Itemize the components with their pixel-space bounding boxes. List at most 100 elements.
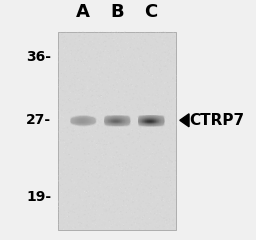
Point: [58, 86, 62, 90]
Point: [144, 156, 148, 160]
Point: [171, 66, 175, 70]
Point: [67, 60, 71, 63]
Point: [144, 125, 148, 129]
Point: [90, 86, 94, 90]
Point: [67, 215, 71, 218]
Point: [62, 81, 66, 85]
Point: [127, 203, 131, 207]
Point: [152, 62, 156, 66]
Point: [137, 107, 141, 111]
Point: [143, 89, 147, 93]
Point: [79, 137, 83, 141]
Point: [126, 63, 130, 67]
Point: [109, 186, 113, 190]
Point: [90, 172, 94, 176]
Point: [102, 72, 106, 76]
Point: [104, 208, 109, 212]
Point: [173, 215, 177, 219]
Point: [132, 180, 136, 184]
Point: [155, 110, 159, 114]
Point: [90, 134, 94, 138]
Point: [128, 88, 132, 92]
Point: [117, 162, 121, 166]
Point: [123, 30, 127, 34]
Point: [138, 58, 142, 61]
Point: [106, 59, 110, 63]
Point: [167, 207, 171, 211]
Point: [130, 193, 134, 197]
Point: [121, 198, 125, 202]
Point: [77, 181, 81, 185]
Point: [161, 200, 165, 204]
Point: [92, 196, 96, 200]
Point: [164, 216, 168, 219]
Point: [165, 178, 169, 182]
Point: [96, 83, 100, 87]
Point: [160, 163, 164, 167]
Point: [141, 126, 145, 130]
Point: [77, 70, 81, 74]
Point: [72, 194, 77, 198]
Point: [161, 76, 165, 79]
Point: [114, 216, 118, 220]
Point: [122, 154, 126, 158]
Point: [80, 165, 84, 169]
Point: [142, 102, 146, 105]
Point: [99, 195, 103, 199]
Point: [156, 40, 160, 44]
Point: [132, 48, 136, 52]
Point: [98, 175, 102, 179]
Point: [67, 39, 71, 42]
Point: [125, 135, 130, 139]
Point: [134, 147, 138, 151]
Point: [108, 210, 112, 214]
Point: [151, 143, 155, 147]
Point: [89, 128, 93, 132]
Point: [62, 38, 66, 42]
Point: [135, 187, 140, 191]
Point: [75, 150, 79, 154]
Point: [155, 93, 159, 96]
Point: [135, 171, 139, 175]
Point: [164, 208, 168, 212]
Point: [99, 161, 103, 165]
Point: [119, 102, 123, 106]
Point: [114, 39, 118, 43]
Point: [143, 38, 147, 42]
Point: [149, 174, 153, 178]
Point: [87, 51, 91, 55]
Point: [173, 81, 177, 84]
Point: [162, 216, 166, 220]
Point: [95, 49, 99, 53]
Point: [160, 69, 164, 72]
Point: [97, 66, 101, 70]
Point: [136, 47, 140, 51]
Point: [103, 159, 107, 163]
Point: [173, 41, 177, 45]
Point: [67, 68, 71, 72]
Point: [131, 139, 135, 143]
Point: [81, 143, 85, 147]
Point: [95, 49, 99, 53]
Point: [74, 89, 79, 93]
Point: [89, 126, 93, 129]
Point: [116, 161, 121, 165]
Point: [95, 151, 100, 155]
Point: [165, 67, 169, 71]
Point: [155, 60, 159, 64]
Point: [78, 45, 82, 48]
Point: [132, 200, 136, 204]
Point: [161, 152, 165, 156]
Point: [72, 143, 77, 147]
Point: [173, 174, 177, 178]
Point: [102, 183, 106, 187]
Point: [80, 194, 84, 198]
Point: [62, 120, 66, 124]
Point: [114, 47, 118, 51]
Point: [168, 112, 173, 116]
Point: [137, 55, 142, 59]
Point: [92, 106, 96, 110]
Point: [114, 111, 118, 115]
Point: [77, 119, 81, 123]
Point: [113, 67, 118, 71]
